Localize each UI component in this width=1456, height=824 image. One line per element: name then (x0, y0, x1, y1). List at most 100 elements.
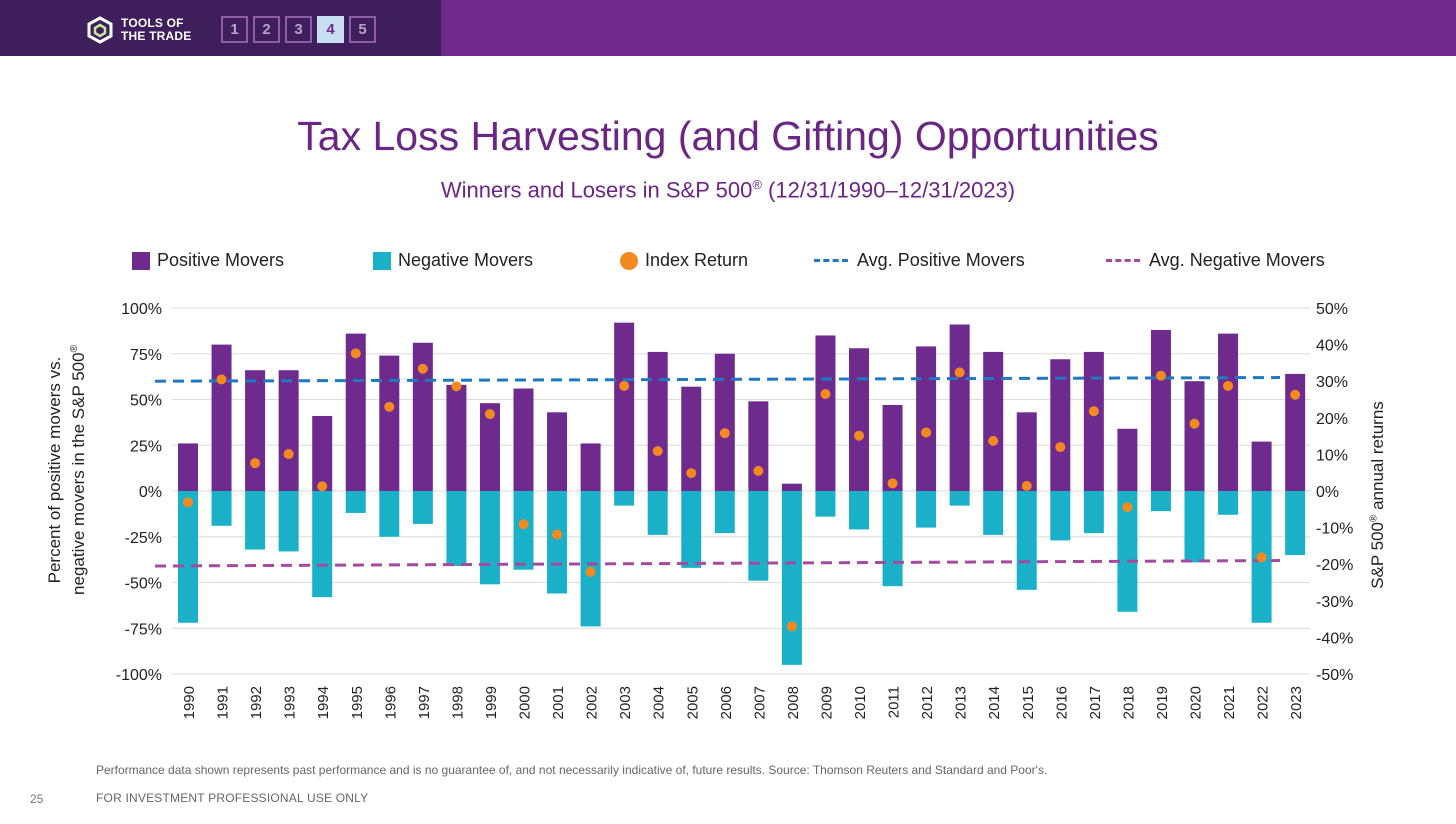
index-return-point-1995 (350, 348, 361, 359)
bar-positive-2017 (1083, 351, 1104, 491)
index-return-point-2014 (988, 435, 999, 446)
x-tick-label-2006: 2006 (718, 686, 735, 719)
bar-positive-1990 (178, 443, 198, 491)
bar-positive-2004 (647, 351, 668, 491)
bar-negative-2002 (580, 491, 601, 627)
index-return-point-1992 (250, 458, 261, 469)
bar-positive-1993 (278, 370, 299, 491)
y-left-tick-label: -25% (125, 530, 162, 547)
bar-negative-2008 (781, 491, 802, 665)
step-1-button[interactable]: 1 (221, 16, 248, 43)
bar-negative-1993 (278, 491, 299, 552)
index-return-point-2020 (1189, 418, 1200, 429)
bar-negative-2000 (513, 491, 534, 570)
x-tick-label-2019: 2019 (1154, 686, 1171, 719)
legend-avg-positive-label: Avg. Positive Movers (857, 250, 1025, 270)
bar-negative-2012 (916, 491, 937, 528)
y-right-tick-label: -10% (1316, 521, 1353, 538)
y-left-tick-label: 0% (139, 484, 162, 501)
step-5-button[interactable]: 5 (349, 16, 376, 43)
x-tick-label-1998: 1998 (449, 686, 466, 719)
bar-negative-1996 (379, 491, 400, 537)
x-tick-label-2020: 2020 (1188, 686, 1205, 719)
y-left-tick-label: 25% (130, 438, 162, 455)
y-right-label-post: annual returns (1368, 401, 1387, 515)
bar-positive-2020 (1184, 381, 1205, 491)
index-return-point-1994 (317, 481, 328, 492)
professional-use-notice: FOR INVESTMENT PROFESSIONAL USE ONLY (96, 791, 369, 805)
legend-positive-label: Positive Movers (157, 250, 285, 270)
bar-positive-2010 (849, 348, 869, 491)
index-return-point-2006 (719, 428, 730, 439)
step-4-button[interactable]: 4 (317, 16, 344, 43)
index-return-point-1993 (283, 449, 294, 460)
step-2-button[interactable]: 2 (253, 16, 280, 43)
bar-negative-1995 (345, 491, 366, 513)
avg-positive-line (154, 376, 1281, 383)
legend-index-label: Index Return (645, 250, 749, 270)
subtitle-main: Winners and Losers in S&P 500 (440, 177, 753, 203)
bar-positive-1996 (379, 355, 400, 491)
y-right-tick-label: -20% (1316, 557, 1353, 574)
bar-positive-2012 (916, 346, 937, 491)
index-return-point-1991 (216, 374, 227, 385)
bar-negative-2011 (882, 491, 903, 587)
index-return-point-2007 (753, 465, 764, 476)
y-left-label-mark: ® (69, 345, 81, 353)
index-return-point-2023 (1290, 389, 1301, 400)
x-tick-label-2016: 2016 (1053, 686, 1070, 719)
x-tick-label-1990: 1990 (181, 686, 198, 719)
y-right-tick-label: 20% (1316, 411, 1348, 428)
bar-negative-2014 (983, 491, 1004, 535)
y-right-tick-label: -30% (1316, 594, 1353, 611)
x-tick-label-1999: 1999 (483, 686, 500, 719)
bar-positive-2002 (580, 443, 601, 491)
bar-negative-1992 (245, 491, 266, 550)
bar-positive-1992 (245, 370, 266, 491)
y-left-tick-label: -50% (125, 576, 162, 593)
step-3-button[interactable]: 3 (285, 16, 312, 43)
x-tick-label-2004: 2004 (651, 686, 668, 719)
legend-avg-negative: Avg. Negative Movers (1106, 250, 1325, 271)
bar-negative-2015 (1016, 491, 1037, 590)
bar-positive-1999 (479, 403, 500, 491)
bar-positive-2013 (949, 324, 970, 491)
legend-avg-positive: Avg. Positive Movers (814, 250, 1025, 271)
legend-index: Index Return (620, 250, 748, 271)
bar-positive-1994 (312, 415, 333, 491)
brand-panel: TOOLS OF THE TRADE 1 2 3 4 5 (0, 0, 441, 56)
y-right-tick-label: 0% (1316, 484, 1339, 501)
footnote: Performance data shown represents past p… (96, 763, 1048, 777)
x-tick-label-1993: 1993 (282, 686, 299, 719)
bar-positive-2009 (815, 335, 836, 491)
x-tick-label-2017: 2017 (1087, 686, 1104, 719)
bar-positive-2005 (681, 386, 702, 491)
x-tick-label-2003: 2003 (617, 686, 634, 719)
index-return-point-2018 (1122, 502, 1133, 513)
bar-positive-1995 (345, 333, 366, 491)
index-return-point-2019 (1155, 370, 1166, 381)
legend-avg-negative-label: Avg. Negative Movers (1149, 250, 1325, 270)
bar-positive-2008 (781, 483, 802, 491)
index-return-point-2016 (1055, 442, 1066, 453)
bar-positive-2014 (983, 351, 1004, 491)
bar-negative-2023 (1285, 491, 1306, 556)
x-tick-label-1991: 1991 (215, 686, 232, 719)
bar-negative-1991 (211, 491, 232, 526)
legend-index-swatch (620, 251, 638, 270)
y-right-label-mark: ® (1368, 514, 1380, 522)
bar-negative-1997 (412, 491, 433, 524)
bar-positive-2015 (1016, 412, 1037, 491)
index-return-point-2022 (1256, 552, 1267, 563)
legend-negative-label: Negative Movers (398, 250, 534, 270)
x-tick-label-2009: 2009 (818, 686, 835, 719)
movers-chart: 100% 75% 50% 25% 0% -25% -50% -75% -100% 50% 40% 30… (116, 301, 1354, 719)
x-tick-label-1996: 1996 (382, 686, 399, 719)
bar-positive-2022 (1251, 441, 1272, 491)
bar-positive-1998 (446, 384, 467, 491)
index-return-point-2013 (954, 367, 965, 378)
bar-negative-2009 (815, 491, 836, 517)
bar-negative-1994 (312, 491, 333, 598)
bar-positive-2001 (547, 412, 568, 491)
x-tick-label-2014: 2014 (986, 686, 1003, 719)
